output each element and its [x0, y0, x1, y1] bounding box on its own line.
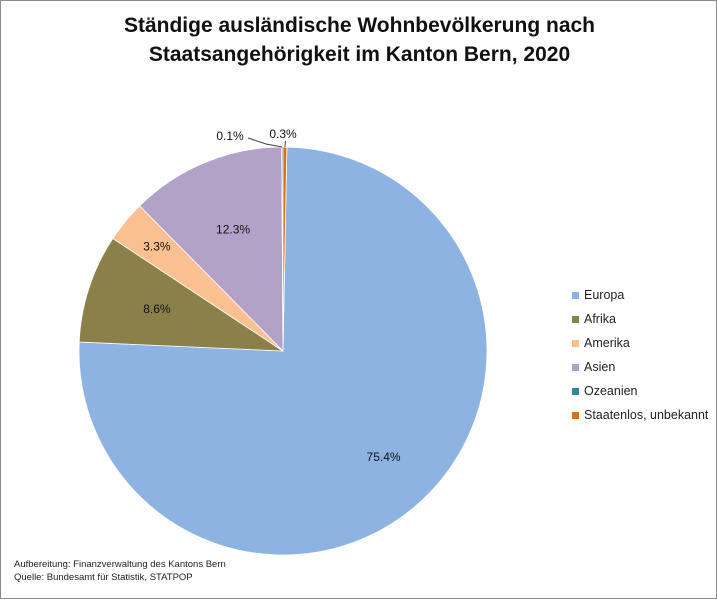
pie-slice-staatenlos [282, 146, 288, 352]
data-label-europa: 75.4% [367, 450, 401, 464]
legend-label-asien: Asien [584, 360, 616, 374]
legend-label-staatenlos: Staatenlos, unbekannt [584, 408, 709, 422]
data-label-staatenlos: 0.3% [269, 127, 297, 141]
chart-title-line-1: Ständige ausländische Wohnbevölkerung na… [123, 14, 596, 37]
footnote: Aufbereitung: Finanzverwaltung des Kanto… [14, 558, 226, 584]
legend-label-amerika: Amerika [584, 336, 630, 350]
data-label-amerika: 3.3% [143, 240, 171, 254]
data-label-afrika: 8.6% [143, 302, 171, 316]
legend-swatch-asien [572, 363, 579, 371]
data-label-asien: 12.3% [216, 223, 250, 237]
data-label-ozeanien: 0.1% [216, 129, 244, 143]
leader-line-ozeanien [247, 137, 283, 148]
pie-slice-asien [139, 146, 284, 352]
chart-title-line-2: Staatsangehörigkeit im Kanton Bern, 2020 [148, 43, 571, 66]
legend-label-europa: Europa [584, 288, 625, 302]
legend-item-amerika: Amerika [572, 331, 708, 355]
legend-swatch-afrika [572, 315, 579, 323]
legend-swatch-europa [572, 291, 579, 299]
legend-swatch-staatenlos [572, 411, 579, 419]
legend-item-asien: Asien [572, 355, 708, 379]
legend-swatch-ozeanien [572, 387, 579, 395]
legend-item-afrika: Afrika [572, 307, 708, 331]
legend-label-ozeanien: Ozeanien [584, 384, 638, 398]
leader-line-staatenlos [284, 140, 286, 148]
chart-title: Ständige ausländische Wohnbevölkerung na… [1, 11, 717, 69]
legend-item-ozeanien: Ozeanien [572, 379, 708, 403]
legend-label-afrika: Afrika [584, 312, 616, 326]
footnote-source: Quelle: Bundesamt für Statistik, STATPOP [14, 572, 193, 583]
legend-item-staatenlos: Staatenlos, unbekannt [572, 403, 708, 427]
legend-swatch-amerika [572, 339, 579, 347]
pie-slice-afrika [78, 237, 285, 352]
legend-item-europa: Europa [572, 283, 708, 307]
legend: Europa Afrika Amerika Asien Ozeanien Staatenl… [572, 283, 708, 427]
footnote-preparation: Aufbereitung: Finanzverwaltung des Kanto… [14, 559, 226, 570]
